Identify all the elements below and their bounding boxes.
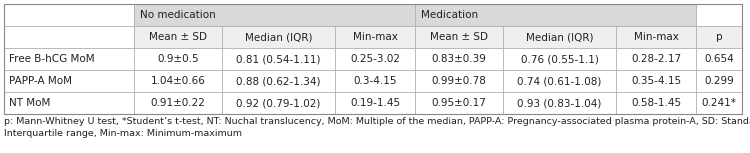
Bar [616,26,696,48]
Bar [696,92,742,114]
Text: p: Mann-Whitney U test, *Student’s t-test, NT: Nuchal translucency, MoM: Multipl: p: Mann-Whitney U test, *Student’s t-tes… [4,117,750,138]
Bar [696,4,742,26]
Bar [4,4,134,26]
Bar [335,26,415,48]
Bar [335,92,415,114]
Text: Min-max: Min-max [352,32,398,42]
Text: 0.91±0.22: 0.91±0.22 [151,98,206,108]
Text: 0.19-1.45: 0.19-1.45 [350,98,400,108]
Text: Mean ± SD: Mean ± SD [430,32,488,42]
Text: 0.58-1.45: 0.58-1.45 [631,98,681,108]
Text: Median (IQR): Median (IQR) [244,32,312,42]
Text: 0.35-4.15: 0.35-4.15 [631,76,681,86]
Text: 0.654: 0.654 [704,54,734,64]
Text: 0.83±0.39: 0.83±0.39 [431,54,487,64]
Text: 0.28-2.17: 0.28-2.17 [631,54,681,64]
Bar [696,26,742,48]
Text: PAPP-A MoM: PAPP-A MoM [9,76,72,86]
Bar [134,26,222,48]
Bar [696,48,742,70]
Text: 0.9±0.5: 0.9±0.5 [158,54,199,64]
Bar [616,70,696,92]
Bar [415,26,503,48]
Bar [134,92,222,114]
Text: 0.88 (0.62-1.34): 0.88 (0.62-1.34) [236,76,321,86]
Bar [134,4,415,26]
Text: NT MoM: NT MoM [9,98,50,108]
Text: Free B-hCG MoM: Free B-hCG MoM [9,54,94,64]
Bar [4,48,134,70]
Bar [616,92,696,114]
Bar [335,48,415,70]
Bar [616,48,696,70]
Bar [415,92,503,114]
Bar [222,48,335,70]
Bar [503,70,616,92]
Bar [503,48,616,70]
Text: No medication: No medication [140,10,216,20]
Bar [134,70,222,92]
Text: 0.74 (0.61-1.08): 0.74 (0.61-1.08) [518,76,602,86]
Text: 0.81 (0.54-1.11): 0.81 (0.54-1.11) [236,54,321,64]
Bar [415,48,503,70]
Bar [134,48,222,70]
Bar [4,4,742,114]
Text: 0.99±0.78: 0.99±0.78 [431,76,487,86]
Bar [4,92,134,114]
Text: 0.92 (0.79-1.02): 0.92 (0.79-1.02) [236,98,321,108]
Bar [222,92,335,114]
Bar [696,70,742,92]
Text: 1.04±0.66: 1.04±0.66 [151,76,206,86]
Text: 0.25-3.02: 0.25-3.02 [350,54,400,64]
Text: Min-max: Min-max [634,32,679,42]
Bar [222,70,335,92]
Bar [503,26,616,48]
Bar [415,4,696,26]
Text: 0.299: 0.299 [704,76,734,86]
Text: Medication: Medication [421,10,478,20]
Bar [415,70,503,92]
Bar [335,70,415,92]
Text: 0.241*: 0.241* [701,98,736,108]
Text: Median (IQR): Median (IQR) [526,32,593,42]
Bar [222,26,335,48]
Text: 0.3-4.15: 0.3-4.15 [353,76,397,86]
Text: p: p [716,32,722,42]
Text: Mean ± SD: Mean ± SD [149,32,207,42]
Text: 0.93 (0.83-1.04): 0.93 (0.83-1.04) [518,98,602,108]
Bar [503,92,616,114]
Text: 0.76 (0.55-1.1): 0.76 (0.55-1.1) [520,54,599,64]
Bar [4,70,134,92]
Text: 0.95±0.17: 0.95±0.17 [431,98,487,108]
Bar [4,26,134,48]
